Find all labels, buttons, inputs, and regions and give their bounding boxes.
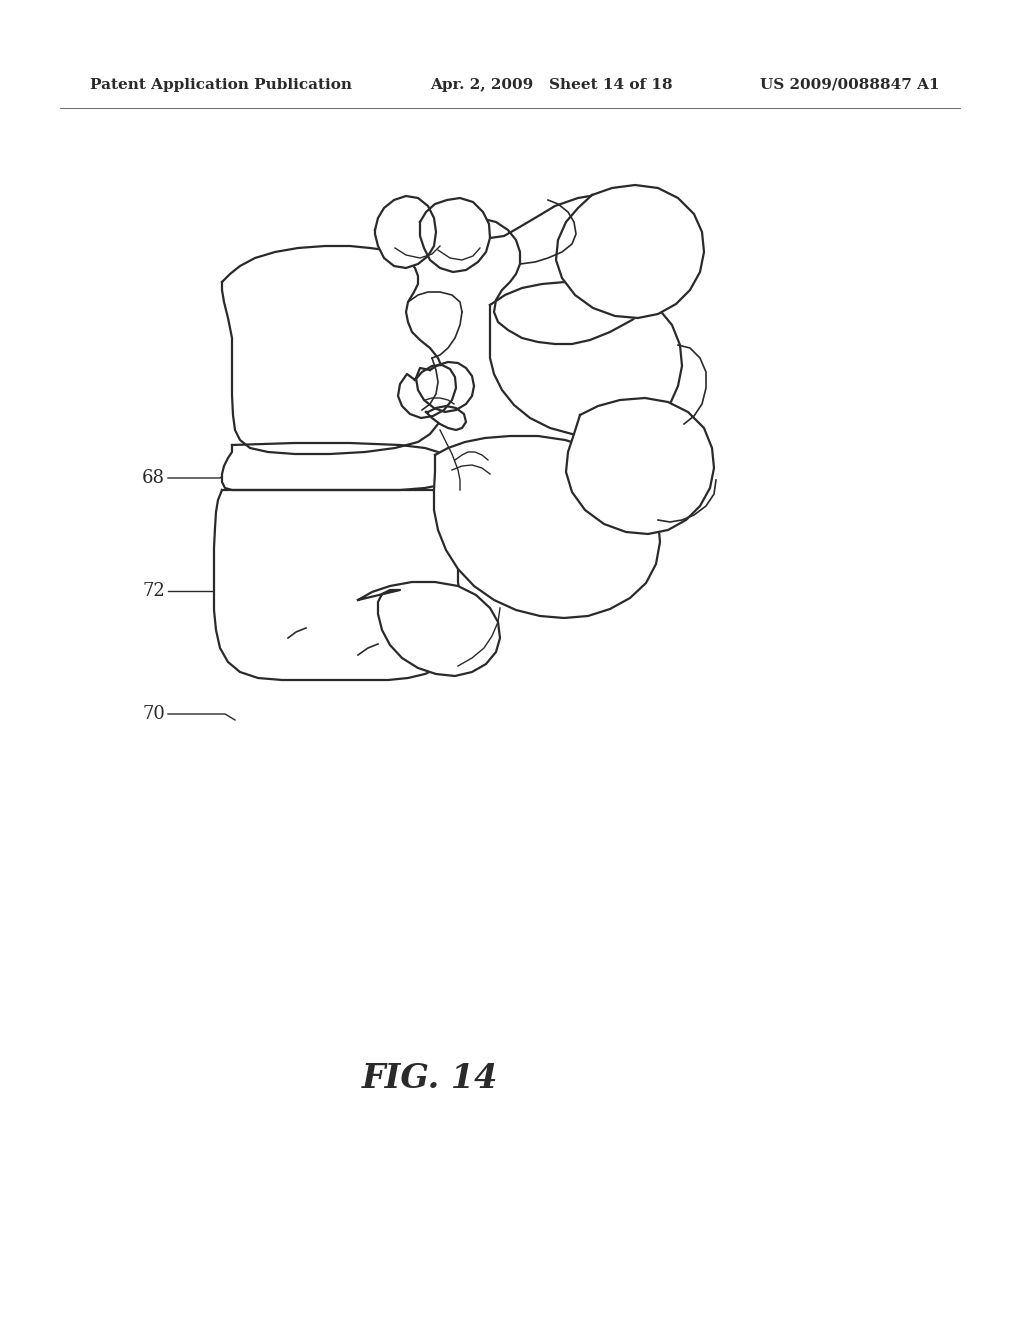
Polygon shape [490, 282, 682, 436]
Text: 70: 70 [142, 705, 165, 723]
Polygon shape [416, 362, 474, 412]
Polygon shape [375, 195, 436, 268]
Polygon shape [566, 399, 714, 535]
Polygon shape [396, 194, 686, 345]
Text: 72: 72 [142, 582, 165, 601]
Text: Patent Application Publication: Patent Application Publication [90, 78, 352, 92]
Polygon shape [358, 582, 500, 676]
Polygon shape [222, 444, 452, 490]
Polygon shape [434, 436, 660, 618]
Text: FIG. 14: FIG. 14 [361, 1061, 499, 1094]
Polygon shape [556, 185, 705, 318]
Polygon shape [398, 366, 456, 418]
Polygon shape [214, 490, 462, 680]
Polygon shape [420, 198, 490, 272]
Text: Apr. 2, 2009   Sheet 14 of 18: Apr. 2, 2009 Sheet 14 of 18 [430, 78, 673, 92]
Text: 68: 68 [142, 469, 165, 487]
Text: US 2009/0088847 A1: US 2009/0088847 A1 [760, 78, 940, 92]
Polygon shape [426, 407, 466, 430]
Polygon shape [222, 246, 445, 454]
